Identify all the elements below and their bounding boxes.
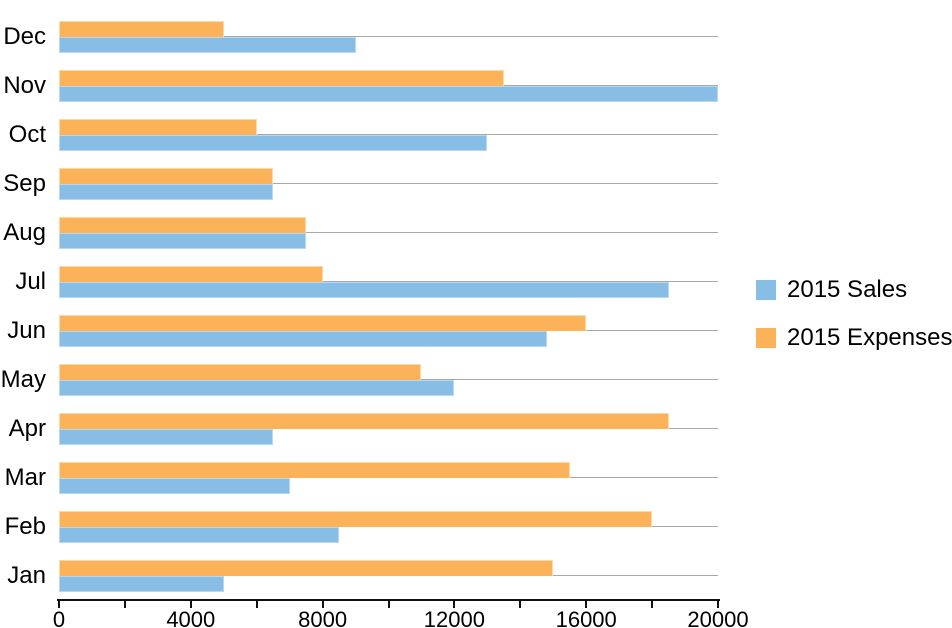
category-gridline bbox=[59, 231, 718, 233]
x-axis-tick-label: 8000 bbox=[298, 607, 348, 628]
y-axis-label: Oct bbox=[8, 120, 46, 148]
x-axis-tick-label: 4000 bbox=[166, 607, 216, 628]
category-row bbox=[59, 355, 718, 404]
x-axis-tick bbox=[519, 601, 522, 608]
bar-sales-jun[interactable] bbox=[59, 330, 547, 347]
y-axis-label: Dec bbox=[3, 22, 46, 50]
bar-expenses-nov[interactable] bbox=[59, 69, 504, 86]
y-axis-label: Sep bbox=[3, 169, 46, 197]
bar-sales-dec[interactable] bbox=[59, 36, 356, 53]
category-row bbox=[59, 502, 718, 551]
bar-expenses-jan[interactable] bbox=[59, 559, 554, 576]
category-row bbox=[59, 306, 718, 355]
bar-expenses-mar[interactable] bbox=[59, 461, 570, 478]
category-row bbox=[59, 551, 718, 600]
bar-expenses-jun[interactable] bbox=[59, 314, 587, 331]
category-row bbox=[59, 159, 718, 208]
y-axis-label: Nov bbox=[3, 71, 46, 99]
bar-sales-nov[interactable] bbox=[59, 85, 718, 102]
bar-sales-may[interactable] bbox=[59, 379, 455, 396]
bar-expenses-may[interactable] bbox=[59, 363, 422, 380]
x-axis: 0 4000 8000 12000 16000 20000 bbox=[53, 599, 749, 628]
legend-label-sales: 2015 Sales bbox=[787, 276, 908, 303]
bar-expenses-dec[interactable] bbox=[59, 20, 224, 37]
bar-expenses-sep[interactable] bbox=[59, 167, 274, 184]
expenses-swatch-icon bbox=[756, 328, 776, 348]
legend-item-expenses[interactable]: 2015 Expenses bbox=[756, 326, 952, 350]
x-axis-tick bbox=[123, 601, 126, 608]
bar-sales-feb[interactable] bbox=[59, 526, 340, 543]
category-row bbox=[59, 61, 718, 110]
category-row bbox=[59, 404, 718, 453]
x-axis-tick bbox=[321, 601, 324, 608]
y-axis-label: Jun bbox=[7, 316, 46, 344]
category-row bbox=[59, 208, 718, 257]
x-axis-tick-label: 16000 bbox=[555, 607, 617, 628]
x-axis-tick bbox=[189, 601, 192, 608]
x-axis-tick-label: 0 bbox=[52, 607, 66, 628]
x-axis-tick bbox=[585, 601, 588, 608]
y-axis-label: Apr bbox=[8, 414, 46, 442]
bar-expenses-jul[interactable] bbox=[59, 265, 323, 282]
x-axis-tick bbox=[255, 601, 258, 608]
y-axis-label: Jan bbox=[7, 561, 46, 589]
sales-swatch-icon bbox=[756, 280, 776, 300]
legend: 2015 Sales 2015 Expenses bbox=[756, 278, 952, 350]
y-axis-labels: Dec Nov Oct Sep Aug Jul Jun May Apr Mar Feb Jan bbox=[0, 12, 52, 600]
bar-expenses-feb[interactable] bbox=[59, 510, 653, 527]
bar-sales-mar[interactable] bbox=[59, 477, 290, 494]
bar-sales-jan[interactable] bbox=[59, 575, 224, 592]
x-axis-tick bbox=[387, 601, 390, 608]
bar-expenses-oct[interactable] bbox=[59, 118, 257, 135]
x-axis-tick bbox=[717, 601, 719, 608]
y-axis-label: May bbox=[0, 365, 46, 393]
category-row bbox=[59, 12, 718, 61]
bar-expenses-aug[interactable] bbox=[59, 216, 307, 233]
plot-area bbox=[59, 12, 718, 600]
bar-sales-oct[interactable] bbox=[59, 134, 488, 151]
category-gridline bbox=[59, 133, 718, 135]
category-gridline bbox=[59, 182, 718, 184]
y-axis-label: Feb bbox=[4, 512, 46, 540]
bar-sales-sep[interactable] bbox=[59, 183, 274, 200]
category-row bbox=[59, 110, 718, 159]
y-axis-label: Jul bbox=[15, 267, 46, 295]
bar-sales-jul[interactable] bbox=[59, 281, 669, 298]
x-axis-tick-label: 12000 bbox=[423, 607, 485, 628]
y-axis-label: Mar bbox=[4, 463, 46, 491]
bar-expenses-apr[interactable] bbox=[59, 412, 669, 429]
x-axis-tick bbox=[651, 601, 654, 608]
x-axis-tick-label: 20000 bbox=[687, 607, 749, 628]
bar-sales-apr[interactable] bbox=[59, 428, 274, 445]
category-gridline bbox=[59, 35, 718, 37]
category-row bbox=[59, 453, 718, 502]
x-axis-tick bbox=[58, 601, 60, 608]
legend-label-expenses: 2015 Expenses bbox=[787, 324, 952, 351]
bar-sales-aug[interactable] bbox=[59, 232, 307, 249]
category-gridline bbox=[59, 280, 718, 282]
category-row bbox=[59, 257, 718, 306]
y-axis-label: Aug bbox=[3, 218, 46, 246]
x-axis-line bbox=[57, 599, 720, 601]
legend-item-sales[interactable]: 2015 Sales bbox=[756, 278, 952, 302]
x-axis-tick bbox=[453, 601, 456, 608]
